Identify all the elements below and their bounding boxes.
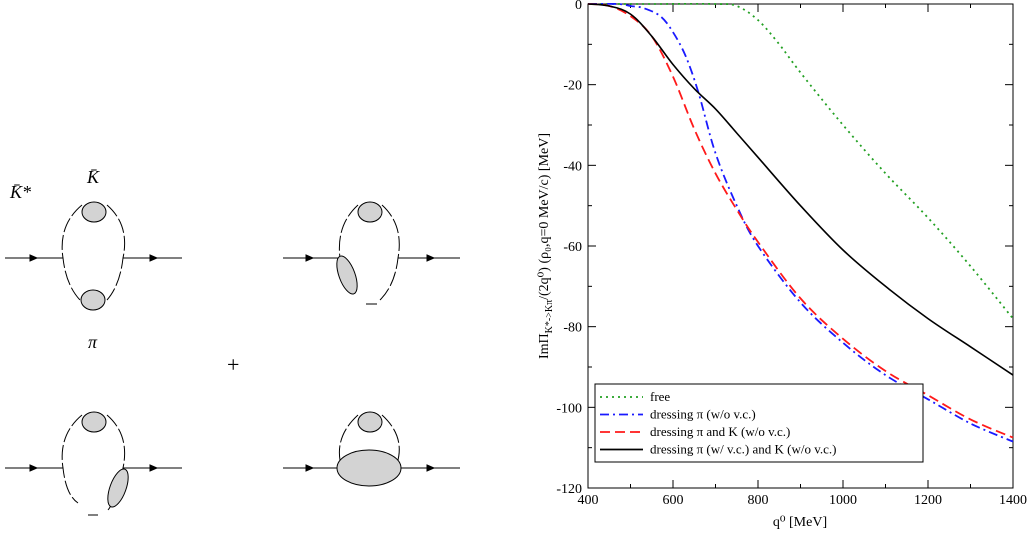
series-line-2 — [587, 3, 1014, 439]
legend: free dressing π (w/o v.c.) dressing π and … — [594, 383, 924, 463]
feynman-diagrams — [5, 201, 460, 516]
y-tick-label: -40 — [563, 159, 582, 174]
legend-entry: dressing π (w/ v.c.) and K (w/o v.c.) — [650, 442, 836, 457]
arrow-icon — [426, 464, 436, 472]
x-tick-label: 600 — [663, 493, 684, 508]
y-axis-label-main: ImΠ — [537, 333, 552, 359]
series-line-0 — [588, 2, 1014, 320]
tick-labels: 400 600 800 1000 1200 1400 0 -20 -40 -60 -80 -100 -1… — [556, 0, 1027, 508]
legend-entry: free — [650, 389, 670, 404]
legend-entry: dressing π and K (w/o v.c.) — [650, 424, 790, 439]
self-energy-blob — [81, 201, 107, 223]
chart: 400 600 800 1000 1200 1400 0 -20 -40 -60 -80 -100 -1… — [537, 0, 1027, 530]
plus-sign: + — [227, 352, 239, 377]
legend-entry: dressing π (w/o v.c.) — [650, 407, 756, 422]
loop-left-arc — [338, 414, 359, 461]
vertex-correction-blob — [336, 255, 358, 295]
arrow-icon — [305, 464, 315, 472]
vertex-correction-blob — [107, 468, 129, 508]
y-tick-label: -100 — [556, 401, 582, 416]
x-tick-label: 800 — [748, 493, 769, 508]
arrow-icon — [149, 464, 159, 472]
y-tick-label: -20 — [563, 79, 582, 94]
y-tick-label: -60 — [563, 240, 582, 255]
diagram-bottom-left — [5, 411, 182, 516]
y-tick-label: -120 — [556, 482, 582, 497]
label-kstar-bar: K̄* — [9, 182, 31, 202]
arrow-icon — [149, 254, 159, 262]
x-tick-label: 400 — [578, 493, 599, 508]
arrow-icon — [426, 254, 436, 262]
full-vertex-blob — [336, 449, 402, 487]
legend-items: free dressing π (w/o v.c.) dressing π and … — [600, 389, 836, 457]
arrow-icon — [29, 464, 39, 472]
loop-right-arc — [106, 204, 126, 301]
x-tick-label: 1000 — [829, 493, 857, 508]
diagram-top-left — [5, 201, 182, 311]
x-axis-label: q⁰ [MeV] — [773, 515, 827, 530]
diagram-bottom-right — [283, 411, 460, 487]
self-energy-blob — [357, 411, 383, 433]
self-energy-blob — [81, 411, 107, 433]
legend-box — [594, 383, 924, 463]
loop-left-arc — [61, 204, 83, 301]
y-tick-label: 0 — [575, 0, 582, 13]
self-energy-blob — [357, 201, 383, 223]
y-axis-label-sub: K*->Kπ — [544, 300, 555, 333]
x-tick-label: 1400 — [999, 493, 1027, 508]
label-k-bar: K̄ — [86, 167, 100, 187]
series-line-3 — [587, 3, 1014, 376]
series-lines — [587, 2, 1014, 443]
x-tick-label: 1200 — [914, 493, 942, 508]
y-tick-label: -80 — [563, 321, 582, 336]
loop-right-arc — [381, 414, 400, 461]
arrow-icon — [29, 254, 39, 262]
self-energy-blob — [80, 289, 106, 311]
label-pi: π — [88, 332, 98, 352]
series-line-1 — [587, 2, 1014, 443]
loop-right-arc — [379, 204, 400, 301]
diagram-top-right — [283, 201, 460, 305]
arrow-icon — [305, 254, 315, 262]
loop-left-arc — [61, 414, 83, 504]
axis-ticks — [587, 3, 1014, 489]
y-axis-label: ImΠK*->Kπ/(2q⁰) (ρ₀,q=0 MeV/c) [MeV] — [537, 133, 555, 359]
y-axis-label-tail: /(2q⁰) (ρ₀,q=0 MeV/c) [MeV] — [537, 133, 552, 300]
